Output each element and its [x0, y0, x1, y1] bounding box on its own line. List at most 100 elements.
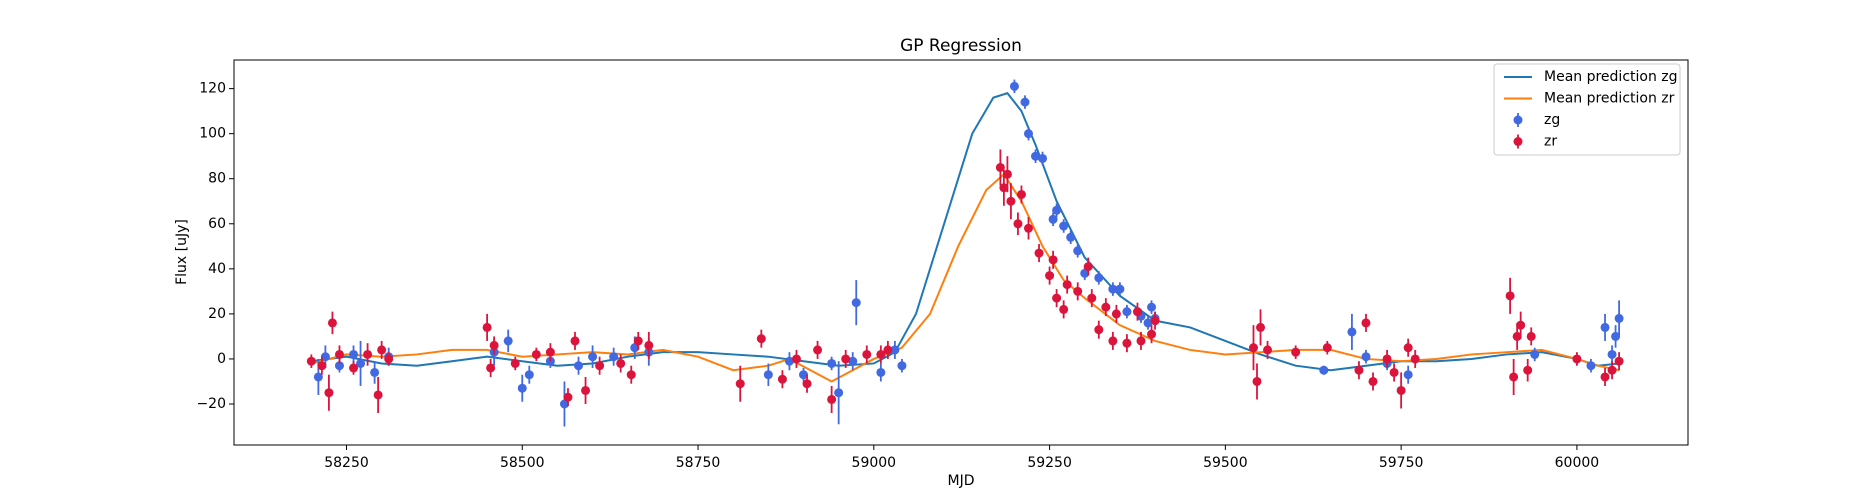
data-point — [1389, 367, 1399, 377]
data-point — [995, 162, 1005, 172]
data-point — [630, 343, 640, 353]
data-point — [1059, 221, 1069, 231]
data-point — [1080, 268, 1090, 278]
data-point — [1396, 385, 1406, 395]
data-point — [827, 358, 837, 368]
data-point — [384, 354, 394, 364]
data-point — [306, 356, 316, 366]
data-point — [763, 370, 773, 380]
data-point — [327, 318, 337, 328]
axes-frame — [233, 59, 1689, 446]
x-tick-label: 58500 — [500, 455, 545, 471]
data-point — [1509, 372, 1519, 382]
data-point — [897, 361, 907, 371]
data-point — [1347, 327, 1357, 337]
data-point — [1143, 318, 1153, 328]
data-point — [334, 349, 344, 359]
data-point — [1132, 307, 1142, 317]
data-point — [827, 394, 837, 404]
data-point — [1516, 320, 1526, 330]
data-point — [1607, 365, 1617, 375]
data-point — [1038, 153, 1048, 163]
data-point — [486, 363, 496, 373]
data-point — [834, 388, 844, 398]
data-point — [574, 361, 584, 371]
y-tick-label: 80 — [208, 171, 226, 187]
data-point — [317, 361, 327, 371]
data-point — [890, 345, 900, 355]
data-point — [1600, 372, 1610, 382]
x-tick-label: 59500 — [1203, 455, 1248, 471]
data-point — [1052, 293, 1062, 303]
data-point — [563, 392, 573, 402]
data-point — [633, 336, 643, 346]
plot-area — [306, 79, 1624, 427]
data-point — [1614, 313, 1624, 323]
data-point — [1073, 246, 1083, 256]
data-point — [1048, 255, 1058, 265]
data-point — [1403, 343, 1413, 353]
data-point — [644, 340, 654, 350]
data-point — [1101, 302, 1111, 312]
data-point — [1136, 336, 1146, 346]
data-point — [489, 340, 499, 350]
legend-label: zr — [1544, 134, 1557, 150]
data-point — [1087, 293, 1097, 303]
y-tick-label: 0 — [217, 351, 226, 367]
data-point — [1368, 376, 1378, 386]
data-point — [616, 358, 626, 368]
data-point — [1607, 349, 1617, 359]
data-point — [1122, 307, 1132, 317]
data-point — [1066, 232, 1076, 242]
data-point — [999, 183, 1009, 193]
data-point — [851, 298, 861, 308]
data-point — [1147, 329, 1157, 339]
data-point — [1045, 271, 1055, 281]
data-point — [876, 349, 886, 359]
y-tick-label: 20 — [208, 306, 226, 322]
data-point — [1115, 284, 1125, 294]
data-point — [1094, 325, 1104, 335]
data-point — [813, 345, 823, 355]
data-point — [1530, 349, 1540, 359]
data-point — [349, 363, 359, 373]
data-point — [1073, 286, 1083, 296]
data-point — [1094, 273, 1104, 283]
y-tick-label: 120 — [199, 81, 226, 97]
data-point — [1023, 223, 1033, 233]
data-point — [1512, 331, 1522, 341]
data-point — [777, 374, 787, 384]
data-point — [1523, 365, 1533, 375]
data-point — [1059, 304, 1069, 314]
data-point — [1291, 347, 1301, 357]
legend-swatch — [1513, 137, 1523, 146]
data-point — [1048, 214, 1058, 224]
data-point — [1122, 338, 1132, 348]
legend-swatch — [1513, 115, 1523, 125]
data-point — [545, 347, 555, 357]
chart-title: GP Regression — [900, 36, 1022, 56]
data-point — [1108, 336, 1118, 346]
data-point — [1020, 97, 1030, 107]
x-tick-label: 59000 — [852, 455, 897, 471]
data-point — [1009, 81, 1019, 91]
data-point — [517, 383, 527, 393]
data-point — [883, 345, 893, 355]
data-point — [313, 372, 323, 382]
data-point — [626, 370, 636, 380]
legend-label: zg — [1544, 112, 1560, 128]
data-point — [1150, 316, 1160, 326]
data-point — [1034, 248, 1044, 258]
x-tick-label: 58250 — [324, 455, 369, 471]
data-point — [356, 358, 366, 368]
data-point — [784, 356, 794, 366]
data-point — [324, 388, 334, 398]
data-point — [848, 356, 858, 366]
x-tick-label: 60000 — [1555, 455, 1600, 471]
data-point — [510, 358, 520, 368]
data-point — [1361, 318, 1371, 328]
data-point — [1361, 352, 1371, 362]
data-point — [595, 361, 605, 371]
data-point — [1023, 129, 1033, 139]
